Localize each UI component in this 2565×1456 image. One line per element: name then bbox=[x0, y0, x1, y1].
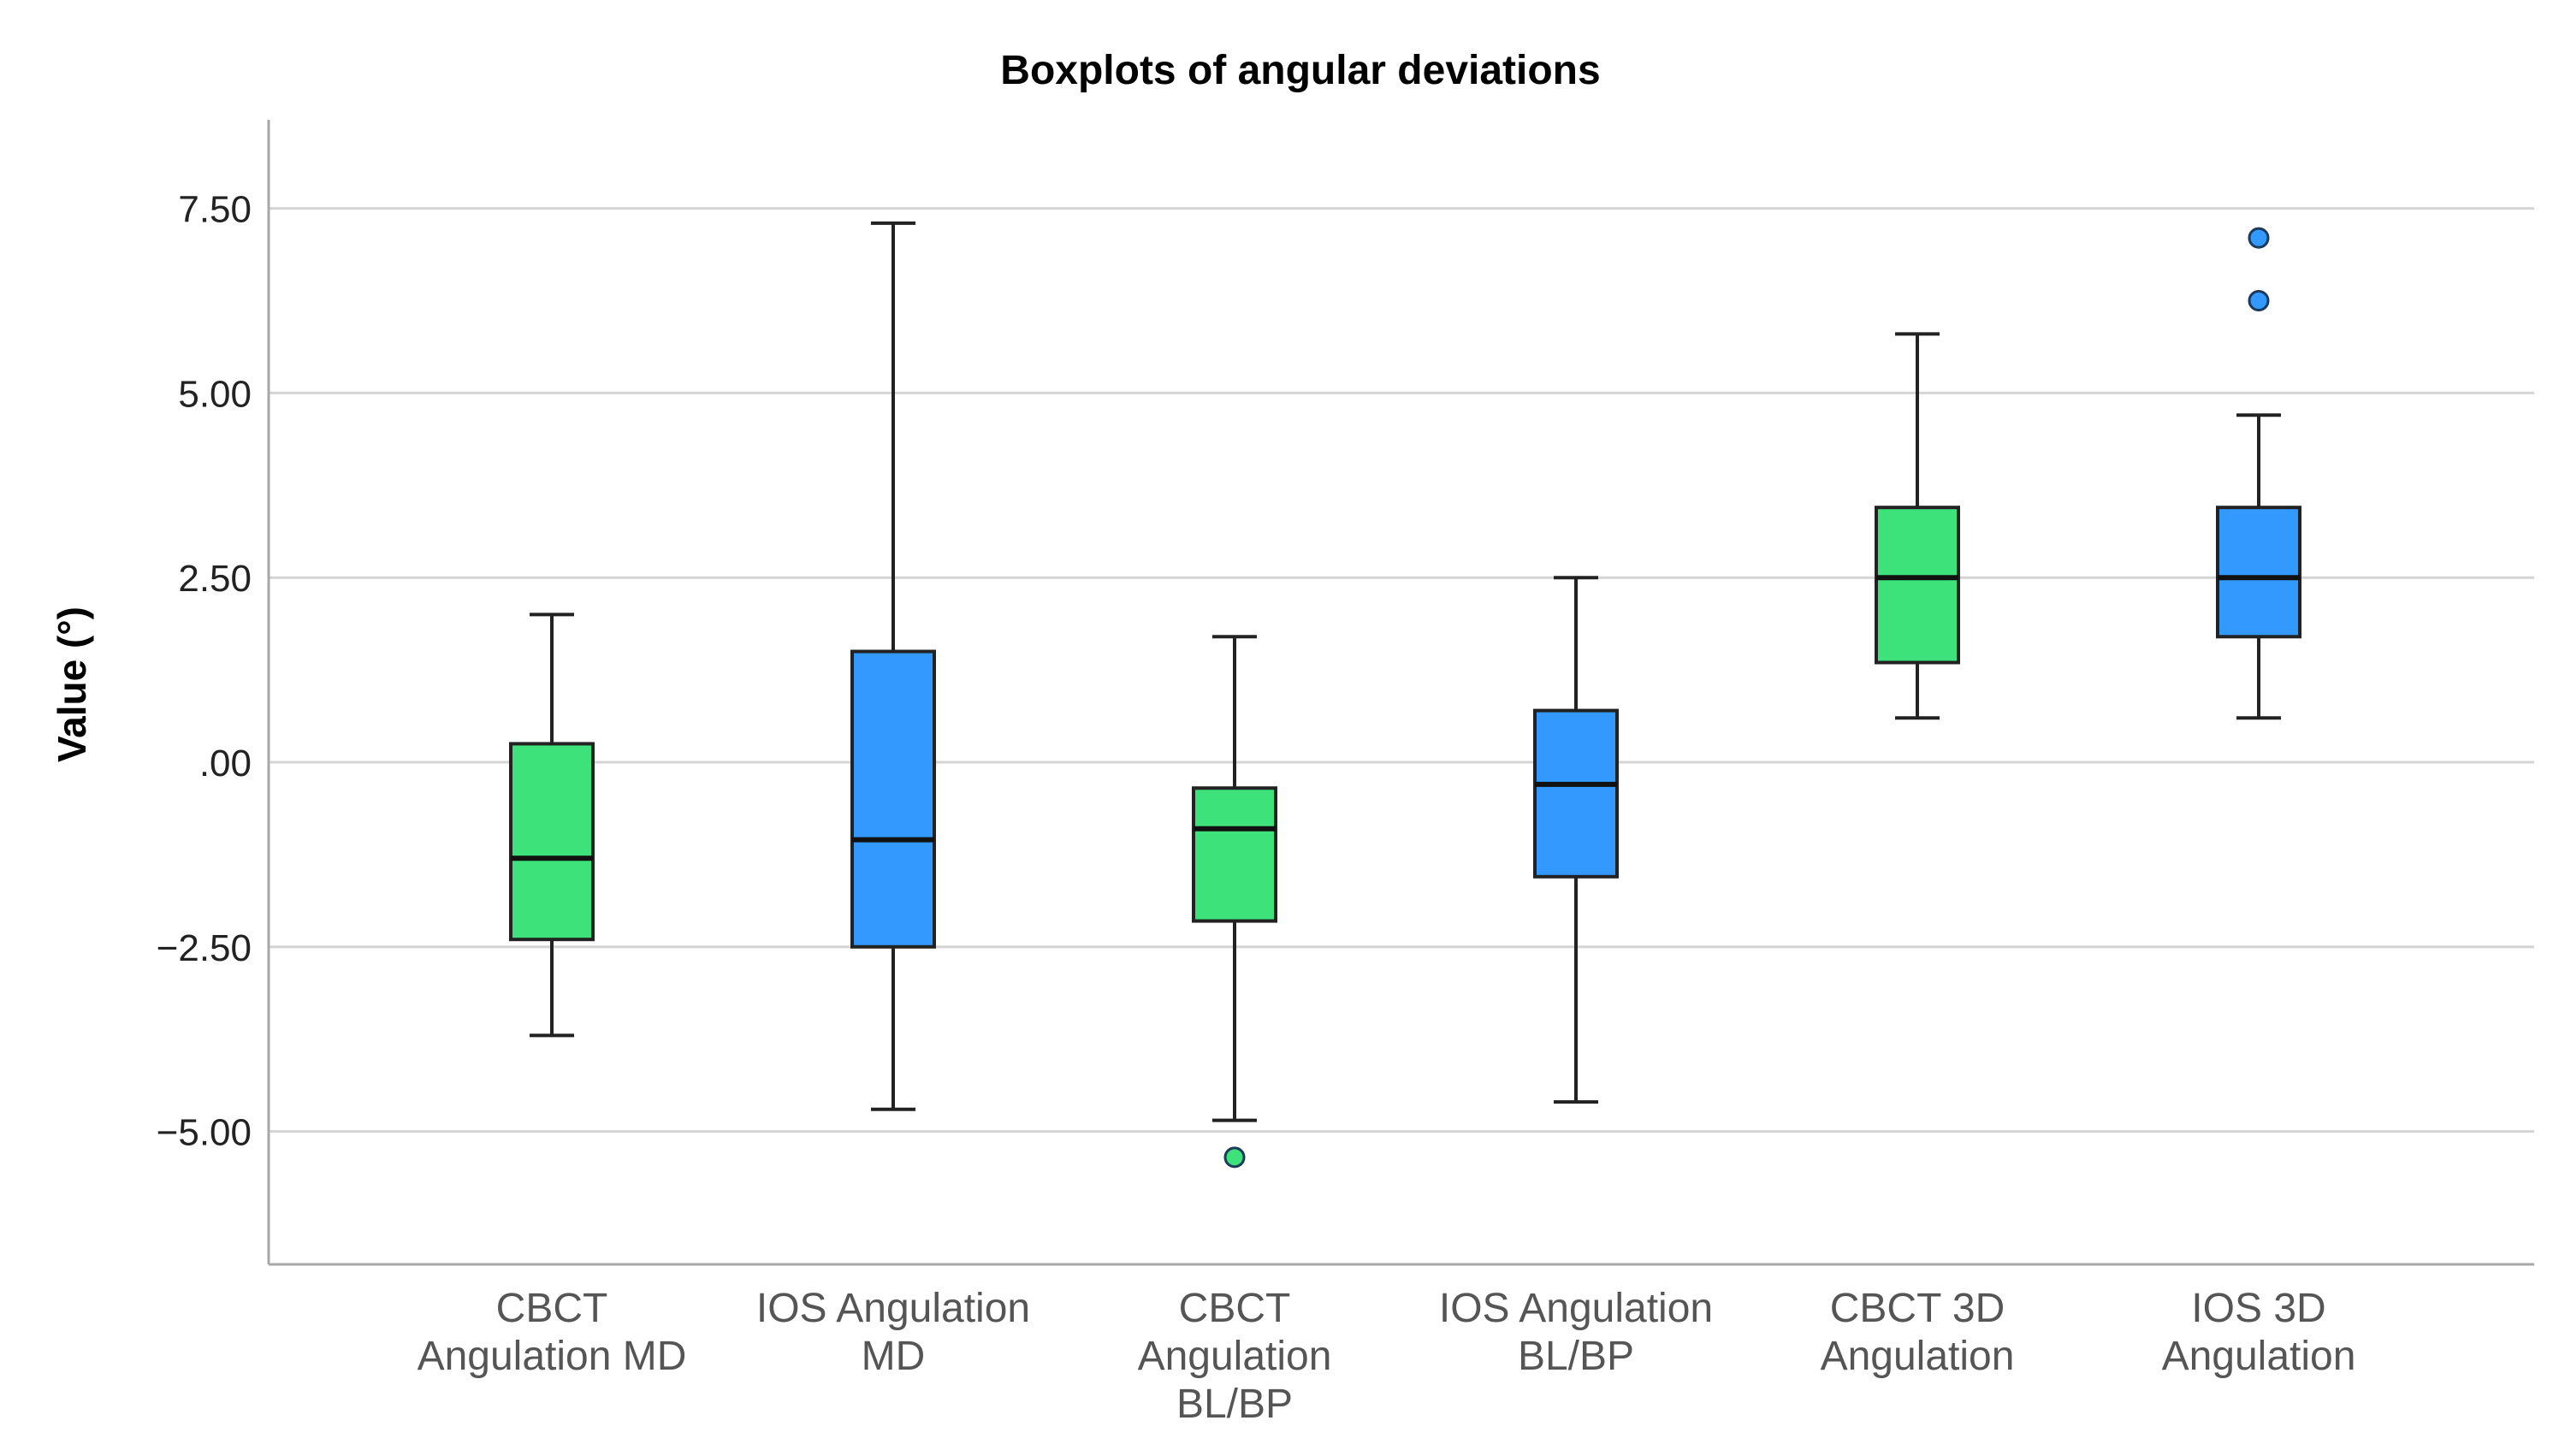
x-tick-label: IOS Angulation MD bbox=[756, 1286, 1030, 1379]
box bbox=[2216, 506, 2301, 639]
axes bbox=[267, 120, 2534, 1266]
x-tick-label-line: CBCT bbox=[496, 1286, 608, 1331]
x-tick-label-line: Angulation bbox=[1821, 1334, 2015, 1379]
x-tick-label-line: IOS Angulation bbox=[1439, 1286, 1713, 1331]
x-tick-label: IOS 3D Angulation bbox=[2162, 1286, 2356, 1379]
chart-title: Boxplots of angular deviations bbox=[1000, 48, 1600, 93]
box bbox=[1192, 786, 1277, 923]
x-tick-label: CBCT Angulation MD bbox=[418, 1286, 687, 1379]
x-tick-label-line: CBCT bbox=[1179, 1286, 1291, 1331]
boxes bbox=[509, 221, 2301, 1169]
y-tick-label: 2.50 bbox=[178, 558, 252, 600]
outlier-point bbox=[2248, 227, 2270, 249]
box-group bbox=[1192, 635, 1277, 1169]
box-group bbox=[509, 613, 595, 1038]
x-tick-label-line: Angulation MD bbox=[418, 1334, 687, 1379]
x-tick-label-line: Angulation bbox=[1138, 1334, 1332, 1379]
outlier-point bbox=[2248, 289, 2270, 311]
x-tick-label-line: IOS 3D bbox=[2191, 1286, 2325, 1331]
x-tick-label-line: Angulation bbox=[2162, 1334, 2356, 1379]
y-tick-labels: 7.50 5.00 2.50 .00 −2.50 −5.00 bbox=[157, 189, 252, 1154]
x-tick-label-line: BL/BP bbox=[1518, 1334, 1634, 1379]
y-tick-label: 5.00 bbox=[178, 373, 252, 415]
box bbox=[509, 742, 595, 942]
y-tick-label: −2.50 bbox=[157, 927, 252, 969]
outlier-point bbox=[1223, 1146, 1246, 1169]
box-group bbox=[1875, 332, 1960, 720]
x-tick-label: CBCT Angulation BL/BP bbox=[1138, 1286, 1332, 1427]
y-axis-label: Value (°) bbox=[50, 607, 94, 762]
y-tick-label: 7.50 bbox=[178, 189, 252, 231]
x-tick-label: IOS Angulation BL/BP bbox=[1439, 1286, 1713, 1379]
y-tick-label: −5.00 bbox=[157, 1112, 252, 1154]
box bbox=[850, 649, 936, 949]
box-group bbox=[850, 221, 936, 1111]
box bbox=[1533, 708, 1619, 879]
box bbox=[1875, 506, 1960, 665]
box-group bbox=[2216, 227, 2301, 720]
x-tick-label-line: MD bbox=[862, 1334, 926, 1379]
x-tick-label-line: CBCT 3D bbox=[1830, 1286, 2005, 1331]
x-tick-label-line: IOS Angulation bbox=[756, 1286, 1030, 1331]
x-tick-label: CBCT 3D Angulation bbox=[1821, 1286, 2015, 1379]
gridlines bbox=[269, 207, 2534, 1133]
y-tick-label: .00 bbox=[199, 743, 252, 784]
box-group bbox=[1533, 576, 1619, 1104]
x-tick-label-line: BL/BP bbox=[1176, 1382, 1293, 1427]
